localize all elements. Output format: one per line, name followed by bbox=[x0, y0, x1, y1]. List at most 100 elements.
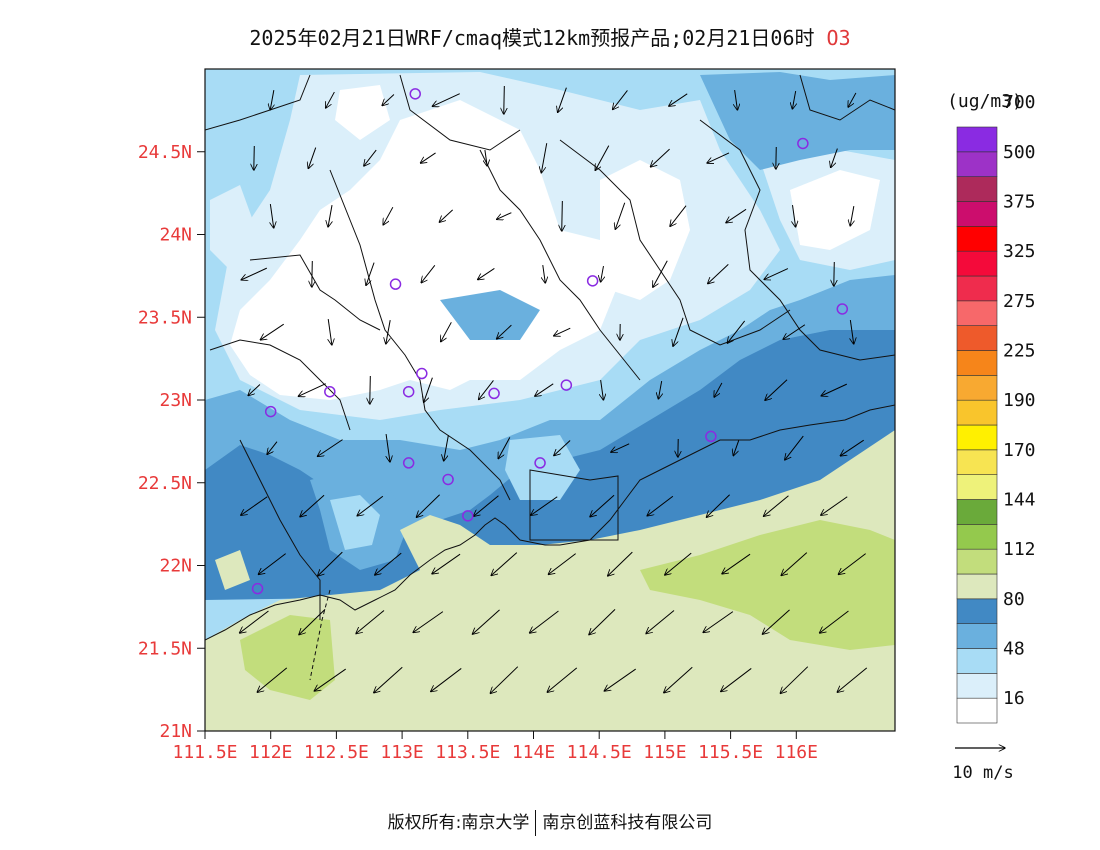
wind-arrow bbox=[535, 383, 554, 396]
wind-arrow bbox=[765, 379, 788, 401]
wind-arrow bbox=[299, 609, 326, 634]
footer-left: 版权所有:南京大学 bbox=[387, 813, 530, 833]
field-band-112-144b bbox=[240, 615, 335, 700]
wind-arrow bbox=[326, 91, 335, 108]
wind-arrow bbox=[498, 437, 511, 458]
field-band-112-144 bbox=[640, 520, 895, 650]
wind-vectors bbox=[240, 85, 868, 693]
wind-arrow bbox=[764, 268, 789, 280]
station-marker bbox=[416, 367, 428, 380]
wind-arrow bbox=[504, 85, 505, 114]
lon-tick-label: 112E bbox=[249, 742, 292, 763]
field-band-lt16c bbox=[790, 170, 880, 250]
field-band-lt16d bbox=[335, 85, 390, 140]
wind-arrow bbox=[241, 496, 268, 515]
field-band-16-48c bbox=[210, 185, 260, 270]
colorbar-swatch bbox=[956, 300, 998, 326]
wind-arrow bbox=[669, 93, 688, 106]
wind-arrow bbox=[257, 667, 288, 692]
field-band-sea-80 bbox=[205, 430, 895, 731]
colorbar-swatch bbox=[956, 598, 998, 624]
wind-arrow bbox=[608, 551, 633, 576]
wind-arrow bbox=[547, 667, 578, 692]
colorbar-label: 170 bbox=[1003, 440, 1036, 461]
wind-arrow bbox=[831, 148, 838, 168]
colorbar-swatch bbox=[956, 697, 998, 724]
wind-arrow bbox=[530, 610, 559, 633]
lon-tick-label: 113E bbox=[380, 742, 423, 763]
wind-arrow bbox=[485, 149, 487, 166]
colorbar-label: 112 bbox=[1003, 539, 1036, 560]
wind-arrow bbox=[658, 381, 661, 399]
lon-tick-label: 114.5E bbox=[567, 742, 632, 763]
wind-arrow bbox=[850, 206, 854, 226]
wind-arrow bbox=[328, 319, 332, 345]
wind-arrow bbox=[385, 434, 390, 462]
province-border-2 bbox=[249, 254, 381, 331]
colorbar-swatch bbox=[956, 524, 998, 550]
colorbar-swatch bbox=[956, 375, 998, 401]
wind-arrow bbox=[821, 496, 848, 515]
wind-arrow bbox=[821, 383, 848, 396]
wind-arrow bbox=[647, 495, 674, 516]
wind-arrow bbox=[548, 553, 576, 575]
wind-arrow bbox=[653, 260, 668, 287]
province-border-8 bbox=[239, 439, 321, 620]
colorbar-swatch bbox=[956, 226, 998, 252]
wind-arrow bbox=[431, 668, 462, 691]
wind-arrow bbox=[370, 375, 371, 404]
wind-arrow bbox=[792, 204, 795, 227]
wind-arrow bbox=[783, 324, 806, 340]
wind-arrow bbox=[785, 435, 804, 460]
stations bbox=[251, 88, 849, 595]
coastline bbox=[205, 404, 895, 641]
station-marker bbox=[797, 137, 809, 150]
hk-border bbox=[529, 469, 619, 541]
wind-arrow bbox=[733, 440, 740, 455]
colorbar-label: 190 bbox=[1003, 390, 1036, 411]
colorbar-swatch bbox=[956, 176, 998, 202]
wind-arrow bbox=[706, 494, 730, 517]
province-border-5 bbox=[699, 119, 895, 361]
wind-arrow bbox=[558, 87, 567, 113]
station-marker bbox=[251, 582, 264, 595]
province-border-7 bbox=[209, 339, 351, 431]
wind-arrow bbox=[474, 495, 499, 517]
copyright-footer: 版权所有:南京大学 南京创蓝科技有限公司 bbox=[0, 808, 1100, 836]
wind-arrow bbox=[270, 203, 273, 228]
wind-arrow bbox=[707, 152, 730, 163]
colorbar-swatch bbox=[956, 424, 998, 451]
wind-arrow bbox=[613, 90, 628, 109]
wind-arrow bbox=[260, 323, 284, 340]
lat-tick-label: 22.5N bbox=[138, 473, 192, 494]
station-marker bbox=[534, 457, 546, 469]
wind-arrow bbox=[421, 264, 436, 282]
station-marker bbox=[488, 387, 500, 400]
wind-arrow bbox=[670, 205, 687, 227]
wind-arrow bbox=[838, 553, 866, 575]
wind-arrow bbox=[764, 495, 789, 517]
wind-arrow bbox=[267, 441, 278, 455]
wind-arrow bbox=[714, 382, 723, 397]
colorbar-label: 375 bbox=[1003, 192, 1036, 213]
colorbar-swatch bbox=[956, 548, 998, 575]
wind-legend-label: 10 m/s bbox=[952, 763, 1013, 783]
longitude-axis: 111.5E 112E 112.5E 113E 113.5E 114E 114.5E 115E… bbox=[172, 731, 818, 763]
colorbar-swatch bbox=[956, 201, 998, 227]
wind-arrow bbox=[554, 327, 571, 336]
wind-arrow bbox=[781, 552, 808, 576]
colorbar: 16 48 80 112 144 170 190 225 275 325 375 500 700 bbox=[956, 92, 1036, 724]
colorbar-label: 80 bbox=[1003, 589, 1025, 610]
wind-arrow bbox=[444, 435, 449, 461]
colorbar-label: 225 bbox=[1003, 341, 1036, 362]
lat-tick-label: 23.5N bbox=[138, 307, 192, 328]
wind-arrow bbox=[375, 552, 402, 575]
wind-arrow bbox=[595, 145, 610, 171]
colorbar-unit: (ug/m3) bbox=[947, 91, 1023, 112]
wind-arrow bbox=[601, 265, 604, 282]
station-marker bbox=[462, 510, 474, 522]
lon-tick-label: 115E bbox=[643, 742, 686, 763]
wind-arrow bbox=[328, 205, 332, 227]
wind-arrow bbox=[708, 264, 729, 283]
